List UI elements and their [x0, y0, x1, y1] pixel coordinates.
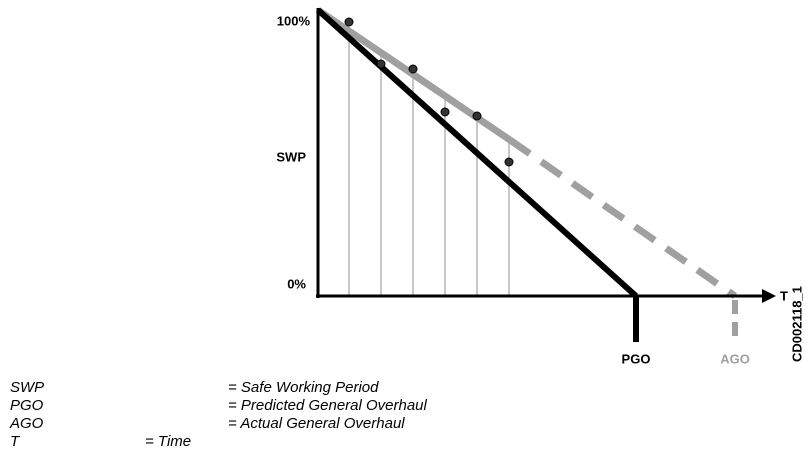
legend-definition: = Time	[145, 433, 191, 450]
legend-definition: = Actual General Overhaul	[228, 415, 405, 432]
y-top-label: 100%	[277, 13, 311, 28]
y-mid-label: SWP	[276, 149, 306, 164]
y-bottom-label: 0%	[287, 276, 306, 291]
sample-dot	[408, 64, 418, 74]
sample-dot	[344, 17, 354, 27]
legend-term: PGO	[10, 397, 44, 414]
actual-line-dashed	[508, 137, 737, 299]
sample-dot	[376, 59, 386, 69]
figure-id: CD002118_1	[789, 286, 804, 362]
legend-term: AGO	[9, 415, 44, 432]
sample-dot	[472, 111, 482, 121]
legend-definition: = Safe Working Period	[228, 379, 379, 396]
sample-dot	[440, 107, 450, 117]
legend-term: T	[10, 433, 21, 450]
legend: SWP = Safe Working Period PGO = Predicte…	[9, 379, 428, 450]
samples	[344, 17, 514, 167]
legend-term: SWP	[10, 379, 44, 396]
ago-label: AGO	[720, 351, 750, 366]
x-axis-label: T	[780, 288, 788, 303]
predicted-line	[315, 7, 639, 299]
sample-dot	[504, 157, 514, 167]
legend-definition: = Predicted General Overhaul	[228, 397, 428, 414]
pgo-label: PGO	[622, 351, 651, 366]
axis-arrow	[762, 289, 776, 303]
